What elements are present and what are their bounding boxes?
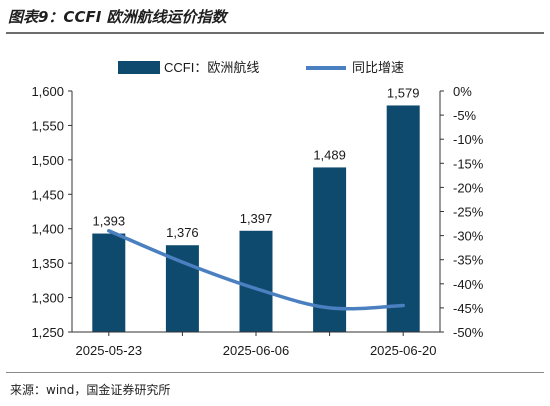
- bar-data-label: 1,376: [166, 225, 199, 240]
- right-axis-tick-label: -40%: [453, 277, 484, 292]
- x-axis-tick-label: 2025-05-23: [76, 343, 143, 358]
- left-axis-tick-label: 1,500: [31, 153, 64, 168]
- right-axis-tick-label: -30%: [453, 229, 484, 244]
- bar: [239, 230, 273, 332]
- source-divider: [6, 372, 544, 373]
- bar-data-label: 1,579: [387, 85, 420, 100]
- bar: [92, 233, 126, 332]
- bar: [386, 105, 420, 333]
- legend-line-label: 同比增速: [352, 60, 404, 75]
- source-note: 来源：wind，国金证券研究所: [10, 383, 171, 397]
- bar-data-label: 1,397: [240, 211, 273, 226]
- left-axis-tick-label: 1,450: [31, 187, 64, 202]
- legend-bar-label: CCFI：欧洲航线: [164, 60, 259, 75]
- right-axis-tick-label: -10%: [453, 132, 484, 147]
- left-axis-tick-label: 1,250: [31, 325, 64, 340]
- title-divider: [6, 32, 544, 34]
- right-axis-tick-label: -20%: [453, 180, 484, 195]
- left-axis-tick-label: 1,400: [31, 222, 64, 237]
- legend-bar-swatch: [118, 61, 160, 74]
- right-axis: 0% -5% -10% -15% -20% -25% -30% -35% -40% -45% -50…: [439, 84, 484, 340]
- left-axis-tick-label: 1,350: [31, 256, 64, 271]
- left-axis: 1,250 1,300 1,350 1,400 1,450 1,500 1,550 1,600: [31, 84, 73, 340]
- bar: [165, 245, 199, 332]
- x-axis: 2025-05-23 2025-06-06 2025-06-20: [72, 331, 440, 358]
- chart-area: CCFI：欧洲航线 同比增速 1,2501,3001,3501,4001,4501…: [31, 60, 484, 358]
- right-axis-tick-label: -25%: [453, 205, 484, 220]
- bar-data-label: 1,489: [313, 147, 346, 162]
- bar-series: 1,393 1,376 1,397 1,489 1,579: [92, 85, 420, 333]
- legend: CCFI：欧洲航线 同比增速: [118, 60, 404, 75]
- x-axis-tick-label: 2025-06-06: [223, 343, 290, 358]
- x-axis-tick-label: 2025-06-20: [370, 343, 437, 358]
- right-axis-tick-label: -35%: [453, 253, 484, 268]
- line-series: [107, 229, 405, 311]
- left-axis-tick-label: 1,550: [31, 118, 64, 133]
- left-axis-tick-label: 1,600: [31, 84, 64, 99]
- right-axis-tick-label: 0%: [453, 84, 472, 99]
- figure-title: 图表9：CCFI 欧洲航线运价指数: [8, 8, 227, 26]
- right-axis-tick-label: -50%: [453, 325, 484, 340]
- right-axis-tick-label: -45%: [453, 301, 484, 316]
- left-axis-tick-label: 1,300: [31, 291, 64, 306]
- right-axis-tick-label: -15%: [453, 156, 484, 171]
- right-axis-tick-label: -5%: [453, 108, 477, 123]
- bar-data-label: 1,393: [93, 214, 126, 229]
